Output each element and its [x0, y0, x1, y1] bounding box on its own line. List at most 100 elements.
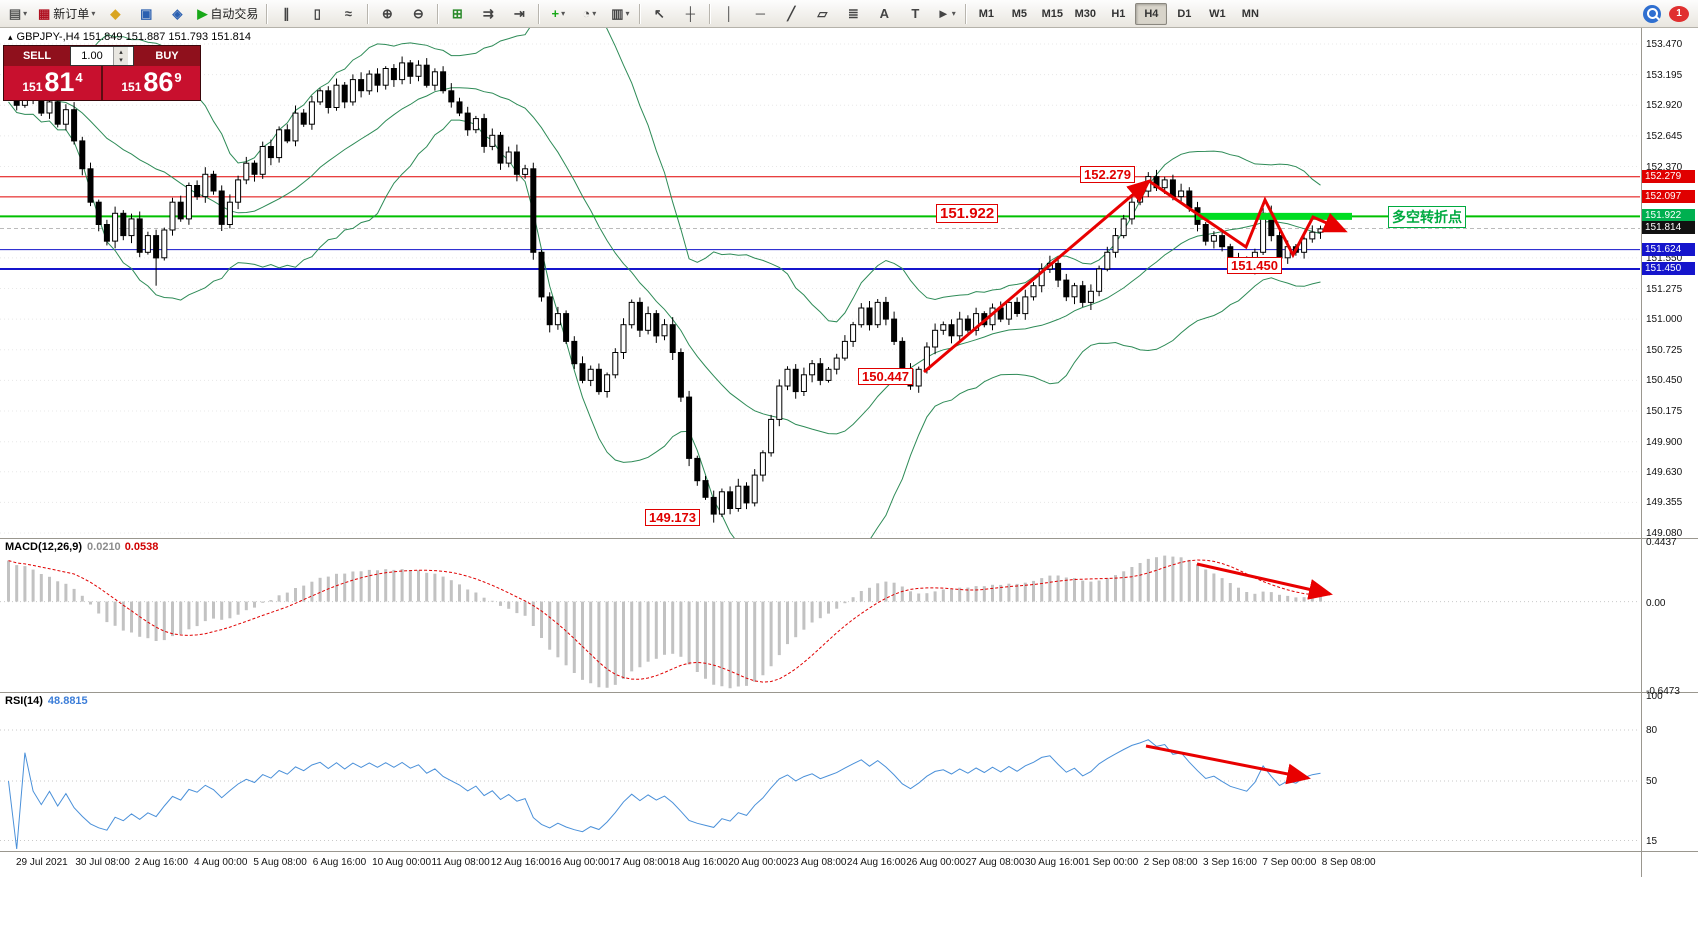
new-order-button[interactable]: ▦ 新订单 ▾: [34, 2, 99, 26]
chart-annotation[interactable]: 149.173: [645, 509, 700, 526]
macd-label-line: MACD(12,26,9) 0.0210 0.0538: [5, 541, 158, 553]
volume-input[interactable]: [71, 47, 113, 65]
fibonacci-tool-button[interactable]: ≣: [838, 2, 868, 26]
data-window-button[interactable]: ◈: [162, 2, 192, 26]
chart-info-line: ▴ GBPJPY-,H4 151.849 151.887 151.793 151.…: [8, 31, 251, 43]
bar-chart-mode-button[interactable]: ∥: [271, 2, 301, 26]
rsi-tick: 80: [1646, 725, 1658, 736]
chart-annotation[interactable]: 多空转折点: [1388, 206, 1466, 228]
buy-price-button[interactable]: 151 86 9: [103, 66, 200, 100]
macd-main-value: 0.0210: [87, 541, 121, 553]
chart-annotation[interactable]: 150.447: [858, 368, 913, 385]
macd-indicator-panel[interactable]: [0, 539, 1640, 692]
price-tick: 150.175: [1646, 406, 1683, 418]
main-price-chart[interactable]: [0, 28, 1640, 538]
macd-tick: 0.4437: [1646, 537, 1677, 548]
sell-price-point: 4: [75, 70, 83, 85]
sell-button[interactable]: SELL: [4, 46, 70, 66]
macd-tick: -0.6473: [1646, 686, 1680, 697]
templates-icon: ▥: [611, 5, 624, 21]
price-tick: 152.645: [1646, 130, 1683, 142]
market-watch-button[interactable]: ▣: [131, 2, 161, 26]
timeframe-mn[interactable]: MN: [1241, 7, 1259, 20]
timeframe-h1[interactable]: H1: [1111, 7, 1126, 20]
timeframe-m15[interactable]: M15: [1041, 7, 1064, 20]
auto-trading-icon: ▶: [197, 5, 208, 21]
price-tick: 152.920: [1646, 100, 1683, 112]
chart-annotation[interactable]: 152.279: [1080, 166, 1135, 183]
dropdown-arrow-icon: ▾: [625, 9, 630, 18]
fibonacci-tool-icon: ≣: [847, 5, 859, 21]
volume-stepper: ▴ ▾: [113, 47, 128, 65]
indicators-list-icon: +: [551, 6, 560, 21]
price-tick: 149.900: [1646, 436, 1683, 448]
volume-up-icon[interactable]: ▴: [119, 49, 123, 56]
chart-annotation[interactable]: 151.922: [936, 204, 999, 223]
timeframe-d1[interactable]: D1: [1177, 7, 1192, 20]
notification-badge[interactable]: 1: [1669, 5, 1689, 22]
arrows-tool-button[interactable]: ► ▾: [931, 2, 961, 26]
chart-shift-button[interactable]: ⇥: [504, 2, 534, 26]
tile-windows-button[interactable]: ⊞: [442, 2, 472, 26]
macd-tick: 0.00: [1646, 597, 1666, 609]
periods-button[interactable]: ◔ ▾: [574, 2, 604, 26]
indicators-list-button[interactable]: + ▾: [543, 2, 573, 26]
volume-down-icon[interactable]: ▾: [119, 57, 123, 64]
horizontal-line-tool-button[interactable]: ─: [745, 2, 775, 26]
price-tick: 151.275: [1646, 283, 1683, 295]
time-label: 12 Aug 16:00: [490, 857, 550, 868]
timeframe-m5[interactable]: M5: [1011, 7, 1027, 20]
trendline-tool-icon: ╱: [787, 5, 796, 21]
search-button[interactable]: [1643, 4, 1661, 23]
data-window-icon: ◈: [172, 5, 183, 21]
horizontal-line-tool-icon: ─: [755, 6, 765, 21]
sell-price-pips: 81: [44, 67, 75, 97]
text-tool-button[interactable]: A: [869, 2, 899, 26]
zoom-in-button[interactable]: ⊕: [372, 2, 402, 26]
label-tool-button[interactable]: T: [900, 2, 930, 26]
price-tick: 149.630: [1646, 466, 1683, 478]
templates-button[interactable]: ▥ ▾: [605, 2, 635, 26]
macd-name: MACD(12,26,9): [5, 541, 83, 553]
rsi-indicator-panel[interactable]: [0, 693, 1640, 851]
price-tick: 151.000: [1646, 314, 1683, 326]
rsi-tick: 15: [1646, 835, 1658, 847]
buy-button[interactable]: BUY: [134, 46, 200, 66]
zoom-out-button[interactable]: ⊖: [403, 2, 433, 26]
trendline-tool-button[interactable]: ╱: [776, 2, 806, 26]
cursor-button[interactable]: ↖: [644, 2, 674, 26]
dropdown-arrow-icon: ▾: [592, 9, 597, 18]
channel-tool-button[interactable]: ▱: [807, 2, 837, 26]
toolbar-right-group: 1: [1643, 4, 1695, 23]
zoom-in-icon: ⊕: [381, 5, 393, 21]
vertical-line-tool-button[interactable]: │: [714, 2, 744, 26]
price-divider: [101, 66, 103, 100]
panel-divider-rsi[interactable]: [0, 692, 1698, 693]
text-tool-icon: A: [879, 6, 890, 21]
candlestick-mode-button[interactable]: ▯: [302, 2, 332, 26]
new-chart-button[interactable]: ▤ ▾: [3, 2, 33, 26]
auto-trading-button[interactable]: ▶ 自动交易: [193, 2, 262, 26]
timeframe-w1[interactable]: W1: [1209, 7, 1226, 20]
chart-profiles-button[interactable]: ◆: [100, 2, 130, 26]
chart-annotation[interactable]: 151.450: [1227, 257, 1282, 274]
line-chart-mode-button[interactable]: ≈: [333, 2, 363, 26]
arrows-tool-icon: ►: [936, 6, 950, 21]
panel-divider-macd[interactable]: [0, 538, 1698, 539]
timeframe-m1[interactable]: M1: [978, 7, 994, 20]
crosshair-button[interactable]: ┼: [675, 2, 705, 26]
timeframe-h4[interactable]: H4: [1135, 2, 1168, 25]
time-label: 30 Aug 16:00: [1024, 857, 1084, 868]
toolbar-button-group: ▤ ▾ ▦ 新订单 ▾ ◆ ▣ ◈ ▶ 自动交易 ∥ ▯ ≈ ⊕ ⊖ ⊞ ⇉ ⇥ + ▾ ◔ ▾ ▥ ▾ ↖ ┼ │ ─ ╱ ▱ ≣ A T ► ▾: [3, 2, 969, 26]
timeframe-m30[interactable]: M30: [1074, 7, 1097, 20]
buy-price-point: 9: [174, 70, 182, 85]
rsi-name: RSI(14): [5, 695, 43, 707]
one-click-collapse-icon[interactable]: ▴: [8, 32, 13, 42]
auto-trading-label: 自动交易: [210, 7, 259, 21]
dropdown-arrow-icon: ▾: [561, 9, 566, 18]
sell-price-button[interactable]: 151 81 4: [4, 66, 101, 100]
price-tick: 153.470: [1646, 39, 1683, 50]
toolbar-separator: [538, 3, 540, 24]
price-tag: 151.814: [1642, 221, 1695, 235]
auto-scroll-button[interactable]: ⇉: [473, 2, 503, 26]
